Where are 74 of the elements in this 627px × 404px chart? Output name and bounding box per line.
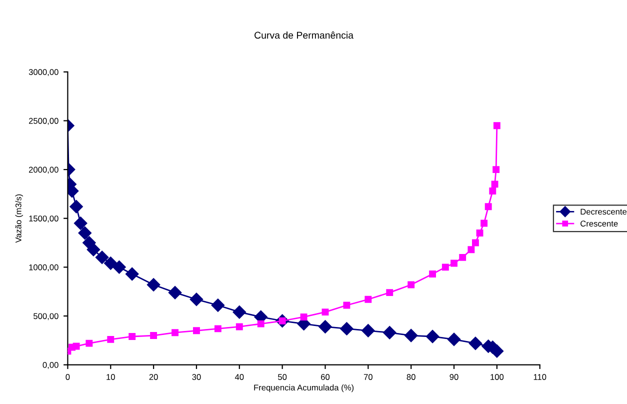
point [362,324,375,338]
point [86,243,100,256]
point [426,330,440,344]
point [459,254,466,261]
point [300,314,308,320]
legend-label: Decrescente [580,208,627,215]
point [322,308,329,316]
point [442,264,449,271]
point [383,326,396,340]
point [492,166,500,174]
point [72,342,80,350]
point [408,281,415,288]
x-tick-label: 20 [149,374,158,380]
legend-label: Crescente [580,220,618,227]
point [172,329,178,336]
point [480,220,488,227]
point [128,333,136,340]
y-tick-label: 0,00 [42,362,58,369]
point [404,328,418,342]
x-tick-label: 30 [192,374,201,380]
point [211,298,225,312]
point [429,270,436,278]
point [468,246,475,254]
point [146,278,160,292]
point [104,256,118,270]
point [193,327,200,334]
y-tick-label: 3000,00 [28,69,58,76]
y-tick-label: 2000,00 [28,166,58,174]
x-tick-label: 100 [490,374,504,380]
point [214,325,222,332]
point [112,260,126,274]
point [74,216,88,230]
point [126,267,139,281]
point [484,203,492,210]
x-tick-label: 40 [234,374,244,380]
y-tick-label: 500,00 [34,313,58,320]
x-axis-title: Frequencia Acumulada (%) [254,384,354,392]
x-tick-label: 0 [66,374,70,380]
x-tick-label: 70 [364,374,372,380]
point [86,340,93,347]
point [468,336,482,350]
point [107,336,114,343]
point [150,332,158,339]
point [236,323,243,330]
point [493,122,500,130]
x-tick-label: 80 [406,374,416,380]
point [95,250,109,264]
point [340,322,354,336]
point [343,302,350,309]
point [472,239,479,246]
point [70,200,83,214]
point [168,286,182,300]
point [447,332,461,346]
y-tick-label: 1000,00 [29,264,58,272]
point [190,292,204,306]
x-tick-label: 90 [450,374,458,380]
point [489,188,496,194]
point [386,289,394,296]
chart-title: Curva de Permanência [254,32,354,39]
point [318,320,332,334]
x-tick-label: 110 [534,374,546,380]
point [491,180,498,188]
point [257,320,264,328]
point [232,306,246,319]
y-tick-label: 1500,00 [29,216,58,222]
x-tick-label: 50 [278,374,287,380]
x-tick-label: 10 [106,374,115,380]
x-tick-label: 60 [321,374,330,380]
point [450,260,458,267]
y-tick-label: 2500,00 [28,118,58,125]
point [78,226,92,240]
point [364,296,372,303]
y-axis-title: Vazão (m3/s) [15,194,24,243]
point [476,230,484,236]
